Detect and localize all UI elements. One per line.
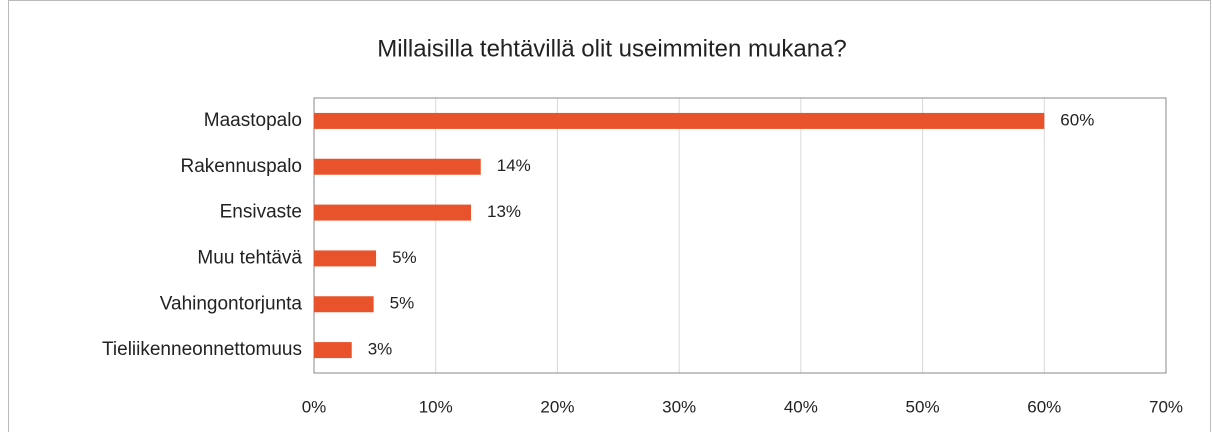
- chart-title: Millaisilla tehtävillä olit useimmiten m…: [377, 35, 847, 62]
- bar: [314, 158, 481, 175]
- chart-frame: [8, 0, 1211, 432]
- x-tick-label: 0%: [302, 397, 327, 416]
- y-tick-label: Vahingontorjunta: [160, 293, 303, 314]
- plot-border: [313, 97, 1167, 374]
- x-tick-label: 10%: [419, 397, 453, 416]
- y-tick-label: Ensivaste: [220, 202, 302, 223]
- bar: [314, 296, 374, 313]
- data-label: 60%: [1060, 110, 1094, 129]
- data-label: 13%: [487, 202, 521, 221]
- x-tick-label: 40%: [784, 397, 818, 416]
- data-label: 14%: [497, 156, 531, 175]
- x-tick-label: 50%: [906, 397, 940, 416]
- y-tick-label: Maastopalo: [204, 110, 302, 131]
- bar: [314, 250, 377, 267]
- data-label: 3%: [368, 340, 393, 359]
- data-label: 5%: [392, 248, 417, 267]
- x-tick-label: 70%: [1149, 397, 1183, 416]
- bar: [314, 342, 352, 359]
- bar: [314, 112, 1045, 129]
- x-tick-label: 30%: [662, 397, 696, 416]
- y-tick-label: Rakennuspalo: [181, 156, 302, 177]
- bar: [314, 204, 472, 221]
- data-label: 5%: [390, 294, 415, 313]
- y-tick-label: Tieliikenneonnettomuus: [102, 339, 302, 360]
- y-tick-label: Muu tehtävä: [197, 247, 302, 268]
- x-tick-label: 20%: [540, 397, 574, 416]
- x-tick-label: 60%: [1027, 397, 1061, 416]
